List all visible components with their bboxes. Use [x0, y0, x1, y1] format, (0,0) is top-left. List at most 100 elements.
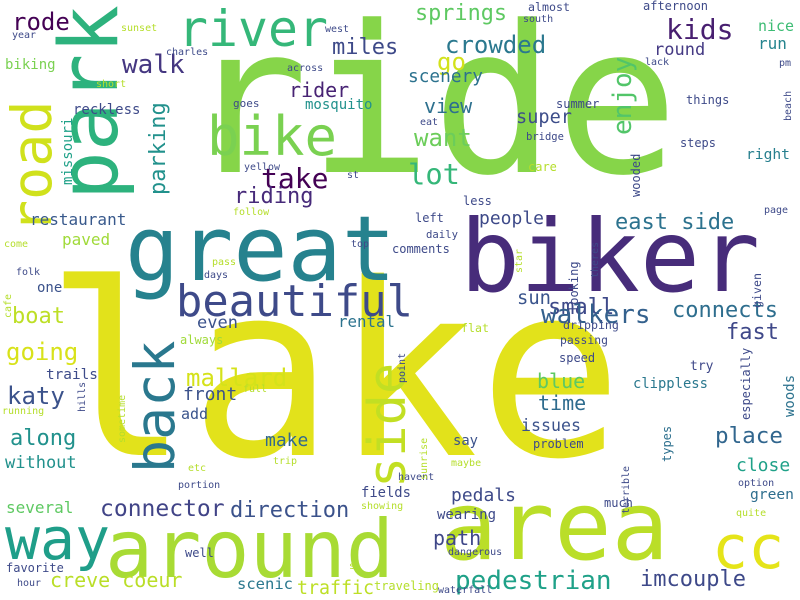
word-top: top	[351, 239, 370, 250]
word-lake: lake	[45, 232, 623, 512]
word-wearing: wearing	[437, 507, 497, 523]
word-reckless: reckless	[73, 102, 141, 118]
word-portion: portion	[178, 480, 221, 491]
word-direction: direction	[230, 498, 350, 523]
word-walk: walk	[122, 50, 185, 80]
word-speed: speed	[559, 351, 596, 365]
word-connector: connector	[100, 496, 225, 522]
word-super: super	[516, 107, 572, 128]
word-kids: kids	[666, 13, 734, 46]
word-much: much	[604, 496, 633, 510]
word-several: several	[6, 498, 74, 517]
word-biking: biking	[5, 57, 56, 73]
word-view: view	[424, 94, 473, 118]
word-east-side: east side	[615, 210, 735, 235]
word-left: left	[415, 211, 444, 225]
word-people: people	[479, 208, 545, 229]
word-pedals: pedals	[451, 485, 516, 506]
word-along: along	[10, 426, 77, 451]
word-run: run	[758, 34, 787, 53]
word-things: things	[686, 93, 730, 107]
word-going: going	[6, 338, 79, 366]
word-maybe: maybe	[451, 458, 482, 469]
word-cc: cc	[712, 513, 785, 583]
word-steps: steps	[680, 136, 716, 150]
word-missouri: missouri	[60, 117, 76, 185]
word-goes: goes	[233, 97, 260, 110]
word-west: west	[325, 24, 350, 35]
word-well: well	[185, 546, 214, 560]
word-dripping: dripping	[563, 318, 619, 332]
word-rider: rider	[289, 78, 350, 102]
word-south: south	[523, 14, 554, 25]
word-charles: charles	[166, 47, 209, 58]
word-blue: blue	[537, 369, 586, 393]
word-terrible: terrible	[621, 466, 632, 514]
word-mosquito: mosquito	[305, 97, 373, 113]
word-waterfall: waterfall	[438, 585, 493, 596]
word-restaurant: restaurant	[30, 210, 127, 229]
word-go: go	[437, 48, 466, 76]
word-boat: boat	[12, 304, 65, 329]
word-path: path	[433, 526, 482, 550]
word-fields: fields	[361, 485, 411, 501]
word-folk: folk	[16, 267, 41, 278]
word-creve-coeur: creve coeur	[50, 568, 183, 592]
word-hills: hills	[77, 381, 88, 412]
word-passing: passing	[560, 333, 608, 347]
word-follow: follow	[233, 207, 270, 218]
word-issues: issues	[521, 416, 581, 435]
word-sometime: sometime	[117, 394, 128, 443]
word-across: across	[287, 63, 324, 74]
word-place: place	[715, 423, 783, 449]
word-nice: nice	[758, 17, 794, 35]
word-types: types	[660, 425, 674, 462]
word-make: make	[265, 430, 309, 451]
word-connects: connects	[672, 298, 778, 323]
word-st: st	[347, 170, 360, 181]
word-without: without	[5, 453, 77, 473]
word-try: try	[690, 359, 714, 374]
word-pedestrian: pedestrian	[455, 566, 612, 596]
word-etc: etc	[188, 463, 207, 474]
word-pass: pass	[212, 257, 237, 268]
word-sunrise: sunrise	[419, 437, 430, 480]
word-katy: katy	[7, 382, 65, 410]
word-close: close	[736, 455, 791, 476]
word-one: one	[37, 280, 63, 296]
word-trip: trip	[273, 456, 298, 467]
word-beautiful: beautiful	[176, 276, 413, 327]
word-sunset: sunset	[121, 23, 158, 34]
word-problem: problem	[533, 437, 584, 451]
word-eat: eat	[420, 117, 439, 128]
word-sun: sun	[517, 288, 551, 309]
word-round: round	[654, 40, 706, 60]
word-rental: rental	[338, 312, 395, 331]
word-walkers: walkers	[541, 300, 651, 330]
word-theres: theres	[590, 241, 601, 278]
word-woods: woods	[782, 374, 798, 417]
word-ride: ride	[185, 0, 679, 221]
word-trails: trails	[46, 367, 98, 383]
word-say: say	[453, 433, 478, 449]
word-bike: bike	[207, 105, 337, 168]
word-scenic: scenic	[237, 575, 293, 593]
word-paved: paved	[62, 230, 111, 249]
word-full: full	[243, 384, 268, 395]
word-springs: springs	[415, 1, 507, 26]
word-yellow: yellow	[244, 162, 280, 173]
word-favorite: favorite	[6, 561, 64, 575]
word-around: around	[105, 503, 394, 596]
word-beach: beach	[783, 90, 794, 121]
word-especially: especially	[739, 347, 753, 420]
word-great: great	[125, 197, 396, 302]
word-small: small	[548, 295, 615, 320]
word-dangerous: dangerous	[448, 547, 503, 558]
word-comments: comments	[392, 242, 450, 256]
word-miles: miles	[332, 35, 399, 60]
word-riding: riding	[234, 184, 314, 209]
word-option: option	[738, 478, 775, 489]
word-traveling: traveling	[374, 579, 439, 593]
word-want: want	[414, 124, 472, 152]
